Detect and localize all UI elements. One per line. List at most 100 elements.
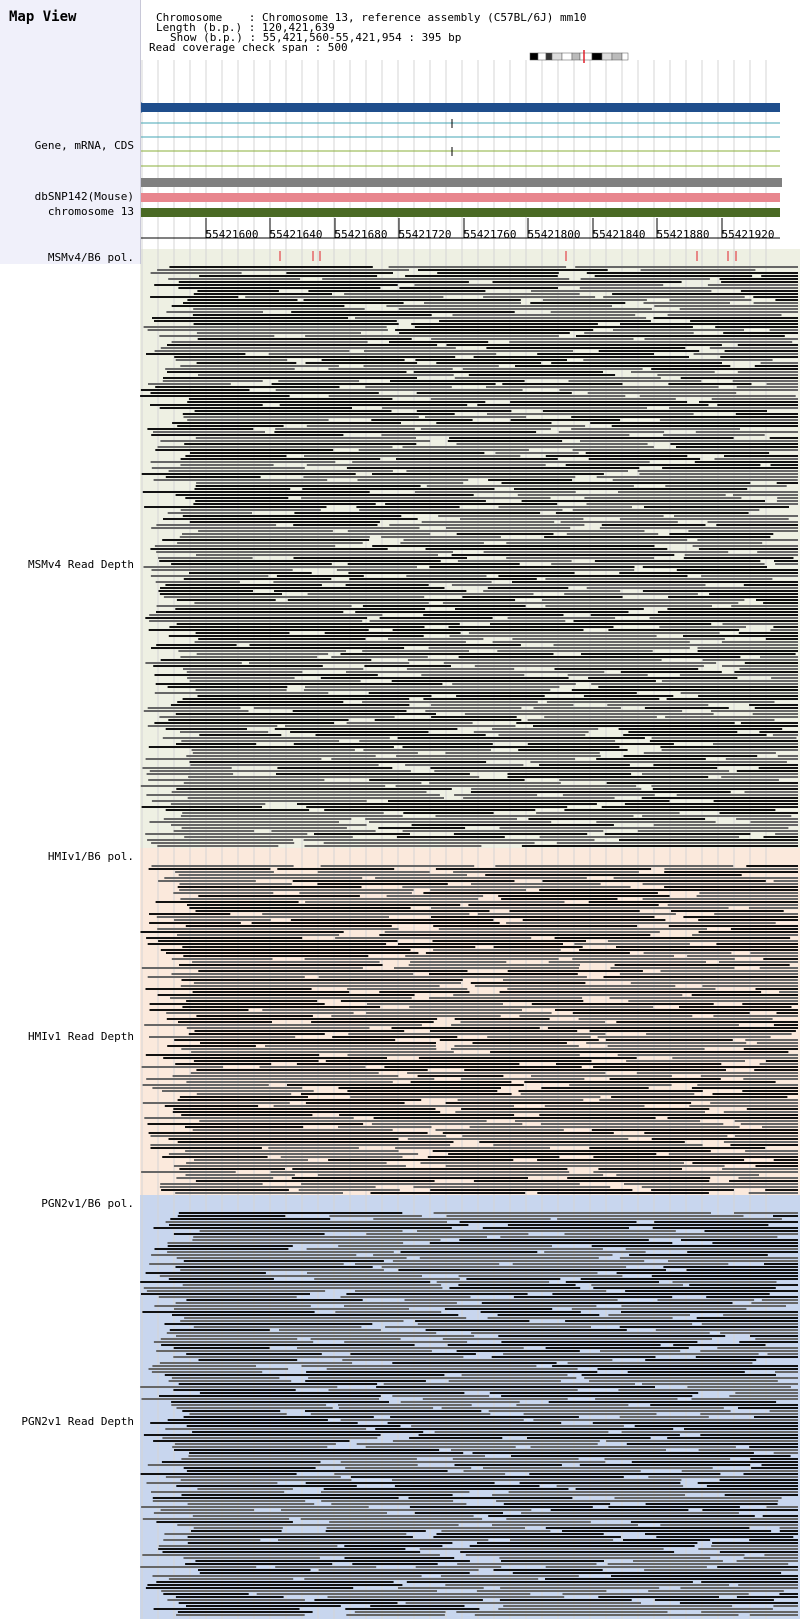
- sequence-read: [593, 1156, 798, 1158]
- sequence-read: [147, 428, 254, 430]
- sequence-read: [150, 575, 269, 577]
- sequence-read: [350, 1476, 624, 1478]
- sequence-read: [550, 1509, 689, 1511]
- sequence-read: [192, 991, 350, 993]
- sequence-read: [304, 1578, 539, 1580]
- sequence-read: [167, 1599, 305, 1601]
- sequence-read: [462, 1135, 728, 1137]
- sequence-read: [182, 1006, 381, 1008]
- sequence-read: [555, 1009, 798, 1011]
- sequence-read: [680, 377, 798, 379]
- sequence-read: [384, 931, 660, 933]
- sequence-read: [171, 1404, 327, 1406]
- sequence-read: [745, 1150, 798, 1152]
- sequence-read: [357, 479, 469, 481]
- sequence-read: [162, 1090, 314, 1092]
- sequence-read: [754, 1416, 798, 1418]
- sequence-read: [435, 868, 652, 870]
- sequence-read: [668, 383, 752, 385]
- sequence-read: [338, 1407, 434, 1409]
- sequence-read: [318, 1569, 479, 1571]
- sequence-read: [506, 1518, 798, 1520]
- sequence-read: [507, 970, 643, 972]
- sequence-read: [521, 1512, 739, 1514]
- sequence-read: [350, 1353, 476, 1355]
- sequence-read: [490, 1051, 789, 1053]
- sequence-read: [598, 686, 798, 688]
- sequence-read: [180, 731, 269, 733]
- sequence-read: [565, 1281, 659, 1283]
- sequence-read: [456, 1350, 580, 1352]
- sequence-read: [149, 620, 363, 622]
- sequence-read: [171, 791, 427, 793]
- sequence-read: [445, 1165, 725, 1167]
- sequence-read: [421, 674, 525, 676]
- sequence-read: [347, 530, 645, 532]
- sequence-read: [568, 380, 702, 382]
- sequence-read: [434, 1431, 609, 1433]
- sequence-read: [642, 773, 798, 775]
- sequence-read: [427, 1156, 560, 1158]
- sequence-read: [459, 1221, 637, 1223]
- sequence-read: [162, 539, 370, 541]
- sequence-read: [163, 377, 417, 379]
- sequence-read: [187, 1503, 315, 1505]
- sequence-read: [181, 740, 340, 742]
- sequence-read: [430, 1189, 633, 1191]
- sequence-read: [378, 827, 466, 829]
- sequence-read: [689, 1105, 798, 1107]
- sequence-read: [764, 1263, 798, 1265]
- sequence-read: [198, 895, 360, 897]
- sequence-read: [463, 797, 615, 799]
- sequence-read: [278, 380, 360, 382]
- sequence-read: [398, 943, 563, 945]
- sequence-read: [667, 314, 782, 316]
- sequence-read: [182, 1284, 442, 1286]
- sequence-read: [501, 1341, 698, 1343]
- sequence-read: [482, 1227, 629, 1229]
- sequence-read: [149, 1009, 249, 1011]
- sequence-read: [699, 401, 798, 403]
- sequence-read: [776, 482, 798, 484]
- sequence-read: [303, 299, 521, 301]
- sequence-read: [551, 563, 765, 565]
- sequence-read: [653, 824, 798, 826]
- sequence-read: [171, 824, 367, 826]
- sequence-read: [155, 386, 340, 388]
- sequence-read: [584, 332, 694, 334]
- sequence-read: [680, 692, 798, 694]
- sequence-read: [609, 1078, 721, 1080]
- sequence-read: [692, 545, 798, 547]
- sequence-read: [187, 1542, 453, 1544]
- sequence-read: [140, 1281, 431, 1283]
- sequence-read: [501, 898, 618, 900]
- sequence-read: [652, 1227, 798, 1229]
- sequence-read: [189, 521, 380, 523]
- sequence-read: [409, 1506, 593, 1508]
- sequence-read: [154, 284, 398, 286]
- sequence-read: [455, 608, 644, 610]
- sequence-read: [518, 1090, 703, 1092]
- sequence-read: [457, 560, 572, 562]
- sequence-read: [249, 662, 410, 664]
- sequence-read: [599, 527, 798, 529]
- sequence-read: [165, 1476, 341, 1478]
- sequence-read: [172, 422, 401, 424]
- sequence-read: [544, 536, 771, 538]
- sequence-read: [729, 1395, 798, 1397]
- sequence-read: [381, 536, 501, 538]
- sequence-read: [195, 500, 486, 502]
- sequence-read: [616, 1272, 798, 1274]
- sequence-read: [420, 1162, 684, 1164]
- sequence-read: [141, 1293, 310, 1295]
- sequence-read: [644, 506, 789, 508]
- sequence-read: [171, 1377, 280, 1379]
- sequence-read: [470, 982, 586, 984]
- sequence-read: [750, 1458, 798, 1460]
- sequence-read: [683, 916, 798, 918]
- sequence-read: [386, 305, 612, 307]
- sequence-read: [702, 985, 798, 987]
- sequence-read: [156, 551, 453, 553]
- sequence-read: [589, 1380, 778, 1382]
